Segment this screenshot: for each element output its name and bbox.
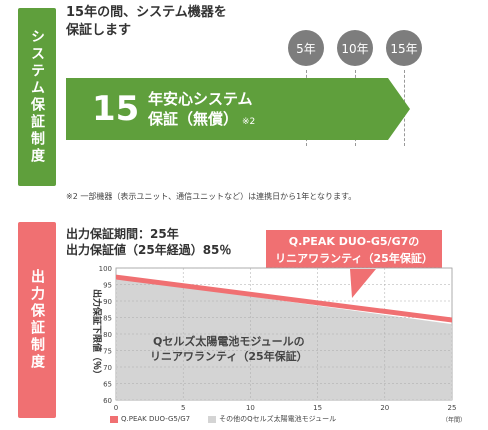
arrow-note-mark: ※2 bbox=[242, 117, 256, 127]
output-warranty-tab: 出力保証制度 bbox=[18, 222, 56, 418]
system-footnote: ※2 一部機器（表示ユニット、通信ユニットなど）は連携日から1年となります。 bbox=[66, 192, 357, 201]
warranty-arrow bbox=[66, 78, 410, 140]
warranty-arrow-shape bbox=[66, 78, 410, 140]
system-header-line2: 保証します bbox=[66, 23, 132, 38]
arrow-text-line2: 保証（無償） bbox=[148, 110, 239, 128]
y-tick-label: 95 bbox=[103, 282, 112, 290]
system-warranty-tab: システム保証制度 bbox=[18, 8, 56, 186]
legend-label-other: その他のQセルズ太陽電池モジュール bbox=[219, 415, 337, 423]
y-tick-label: 100 bbox=[99, 265, 112, 273]
year-15-label: 15年 bbox=[390, 41, 418, 56]
callout-box: Q.PEAK DUO-G5/G7の リニアワランティ（25年保証） bbox=[266, 230, 442, 270]
y-tick-label: 70 bbox=[103, 364, 112, 372]
legend-label-qpeak: Q.PEAK DUO-G5/G7 bbox=[121, 415, 191, 423]
system-header: 15年の間、システム機器を 保証します bbox=[66, 4, 227, 40]
x-tick-label: 0 bbox=[114, 404, 118, 412]
y-axis-label: 出力保証下限値（％） bbox=[91, 289, 103, 379]
legend-swatch-qpeak bbox=[110, 415, 118, 423]
x-tick-label: 10 bbox=[246, 404, 255, 412]
series-qpeak-band bbox=[116, 274, 452, 323]
x-tick-label: 15 bbox=[313, 404, 322, 412]
output-period-line: 出力保証期間：25年 bbox=[66, 227, 179, 241]
year-10-marker: 10年 bbox=[337, 30, 373, 66]
callout-line2: リニアワランティ（25年保証） bbox=[275, 252, 433, 265]
x-tick-label: 5 bbox=[181, 404, 185, 412]
area-label-line2: リニアワランティ（25年保証） bbox=[150, 350, 308, 363]
y-tick-label: 75 bbox=[103, 348, 112, 356]
output-header: 出力保証期間：25年 出力保証値（25年経過）85％ bbox=[66, 226, 231, 258]
callout-pointer bbox=[350, 269, 376, 298]
y-tick-label: 65 bbox=[103, 381, 112, 389]
legend-swatch-other bbox=[208, 415, 217, 423]
year-15-marker: 15年 bbox=[386, 30, 422, 66]
arrow-text-line1: 年安心システム bbox=[148, 90, 253, 108]
legend: Q.PEAK DUO-G5/G7 その他のQセルズ太陽電池モジュール bbox=[110, 414, 336, 424]
callout-line1: Q.PEAK DUO-G5/G7の bbox=[288, 235, 420, 248]
x-tick-label: 20 bbox=[380, 404, 389, 412]
x-tick-label: 25 bbox=[448, 404, 457, 412]
x-unit-label: （年間） bbox=[442, 416, 466, 424]
output-warranty-tab-label: 出力保証制度 bbox=[29, 269, 45, 371]
arrow-text: 年安心システム 保証（無償） ※2 bbox=[148, 89, 255, 132]
system-header-line1: 15年の間、システム機器を bbox=[66, 5, 227, 20]
year-5-marker: 5年 bbox=[288, 30, 324, 66]
series-other-area bbox=[116, 277, 452, 400]
output-value-line: 出力保証値（25年経過）85％ bbox=[66, 243, 232, 257]
y-tick-label: 60 bbox=[103, 397, 112, 405]
y-tick-label: 80 bbox=[103, 331, 112, 339]
system-warranty-tab-label: システム保証制度 bbox=[29, 29, 45, 165]
year-10-label: 10年 bbox=[341, 41, 369, 56]
year-5-label: 5年 bbox=[296, 41, 316, 56]
arrow-number: 15 bbox=[92, 89, 140, 129]
area-label: Qセルズ太陽電池モジュールの リニアワランティ（25年保証） bbox=[150, 334, 308, 364]
y-tick-label: 85 bbox=[103, 315, 112, 323]
y-tick-label: 90 bbox=[103, 298, 112, 306]
area-label-line1: Qセルズ太陽電池モジュールの bbox=[153, 335, 305, 348]
